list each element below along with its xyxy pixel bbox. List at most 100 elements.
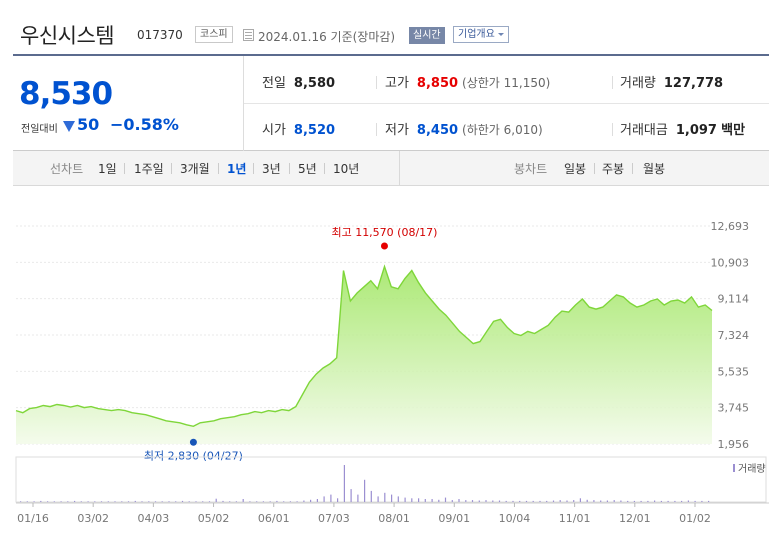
- y-axis: 12,693 10,903 9,114 7,324 5,535 3,745 1,956: [711, 220, 750, 451]
- volume-bar: [593, 500, 595, 502]
- volume-bar: [242, 499, 244, 502]
- volume-bar: [168, 501, 170, 503]
- document-icon: [243, 29, 254, 41]
- volume-bar: [26, 501, 28, 503]
- period-5y[interactable]: 5년: [298, 162, 317, 176]
- volume-legend-swatch: [733, 464, 735, 472]
- volume-bar: [94, 501, 96, 503]
- chart-toolbar: 선차트 1일 1주일 3개월 1년 3년 5년 10년 봉차트 일봉 주봉 월봉: [13, 151, 769, 186]
- separator: [124, 163, 125, 174]
- volume-bar: [397, 496, 399, 502]
- candle-daily[interactable]: 일봉: [564, 162, 587, 176]
- change-rate: −0.58%: [110, 115, 179, 134]
- company-overview-label: 기업개요: [458, 29, 495, 40]
- line-chart-label: 선차트: [50, 162, 84, 176]
- period-3y[interactable]: 3년: [262, 162, 281, 176]
- volume-bar: [451, 500, 453, 502]
- volume-bar: [276, 500, 278, 503]
- volume-bar: [127, 501, 130, 503]
- quote-date: 2024.01.16 기준(장마감): [258, 28, 395, 45]
- volume-bar: [519, 500, 521, 503]
- amount-value: 1,097: [675, 123, 717, 138]
- volume-bar: [498, 500, 501, 502]
- volume-bar: [134, 500, 136, 503]
- volume: 거래량 127,778: [620, 72, 723, 92]
- volume-bar: [424, 499, 426, 502]
- prev-close: 전일 8,580: [262, 72, 335, 92]
- volume-bar: [674, 500, 676, 503]
- volume-bar: [80, 501, 82, 503]
- volume-bar: [107, 501, 109, 503]
- volume-bar: [687, 500, 689, 502]
- volume-bar: [20, 501, 22, 503]
- volume-bar: [364, 479, 366, 502]
- separator: [376, 76, 377, 89]
- volume-bar: [613, 500, 615, 502]
- volume-bar: [161, 501, 163, 503]
- volume-bar: [60, 501, 62, 503]
- price-area-fill: [16, 266, 712, 444]
- volume-bar: [47, 501, 49, 503]
- volume-bar: [337, 498, 339, 502]
- period-3m[interactable]: 3개월: [180, 162, 210, 176]
- volume-bar: [74, 500, 76, 503]
- separator: [376, 123, 377, 136]
- x-tick-label: 05/02: [198, 512, 230, 525]
- date-value: 2024.01.16: [258, 30, 327, 44]
- prev-close-label: 전일: [262, 76, 286, 91]
- separator: [594, 163, 595, 174]
- period-1d[interactable]: 1일: [98, 162, 117, 176]
- volume-bar: [343, 465, 345, 502]
- candle-weekly[interactable]: 주봉: [602, 162, 625, 176]
- y-tick-label: 5,535: [718, 365, 750, 378]
- volume-bar: [296, 501, 298, 503]
- y-tick-label: 9,114: [718, 293, 750, 306]
- volume-bar: [323, 496, 325, 502]
- period-1w[interactable]: 1주일: [134, 162, 164, 176]
- volume-bar: [249, 501, 251, 503]
- price-area: [15, 264, 713, 444]
- lower-limit: (하한가 6,010): [462, 123, 543, 137]
- volume-bar: [418, 498, 420, 502]
- toolbar-divider: [399, 151, 400, 185]
- candle-chart-label: 봉차트: [514, 162, 548, 176]
- volume-bar: [222, 500, 224, 503]
- company-overview-dropdown[interactable]: 기업개요: [453, 26, 509, 43]
- x-axis: 01/16 03/02 04/03 05/02 06/01 07/03 08/01 09/01…: [16, 502, 769, 525]
- x-tick-label: 03/02: [77, 512, 109, 525]
- y-tick-label: 3,745: [718, 402, 750, 415]
- x-tick-label: 11/01: [559, 512, 591, 525]
- volume-bar: [681, 500, 683, 503]
- annotations: 최고 11,570 (08/17) 최저 2,830 (04/27): [144, 226, 438, 462]
- volume-bar: [660, 500, 662, 503]
- high-label: 고가: [385, 76, 409, 91]
- volume-bar: [586, 499, 588, 503]
- volume-bar: [100, 501, 103, 503]
- volume-bar: [559, 500, 561, 502]
- min-price-label: 최저 2,830 (04/27): [144, 449, 243, 462]
- volume-bar: [701, 500, 703, 503]
- volume-bar: [303, 500, 305, 502]
- volume-bar: [283, 501, 285, 503]
- x-tick-label: 09/01: [438, 512, 470, 525]
- separator: [253, 163, 254, 174]
- open-value: 8,520: [293, 123, 336, 138]
- period-1y[interactable]: 1년: [227, 162, 247, 176]
- x-tick-label: 06/01: [258, 512, 290, 525]
- volume-bar: [485, 500, 487, 502]
- amount-label: 거래대금: [620, 123, 668, 138]
- header: 우신시스템 017370 코스피 2024.01.16 기준(장마감) 실시간 …: [0, 0, 769, 52]
- separator: [171, 163, 172, 174]
- volume-bar: [492, 500, 494, 502]
- x-tick-label: 08/01: [378, 512, 410, 525]
- realtime-button[interactable]: 실시간: [409, 27, 445, 44]
- period-10y[interactable]: 10년: [333, 162, 360, 176]
- volume-bar: [573, 500, 575, 502]
- separator: [612, 76, 613, 89]
- volume-bar: [579, 498, 581, 502]
- x-tick-label: 12/01: [619, 512, 651, 525]
- volume-bar: [465, 500, 467, 502]
- candle-monthly[interactable]: 월봉: [643, 162, 666, 176]
- separator: [632, 163, 633, 174]
- volume-bar: [667, 500, 669, 503]
